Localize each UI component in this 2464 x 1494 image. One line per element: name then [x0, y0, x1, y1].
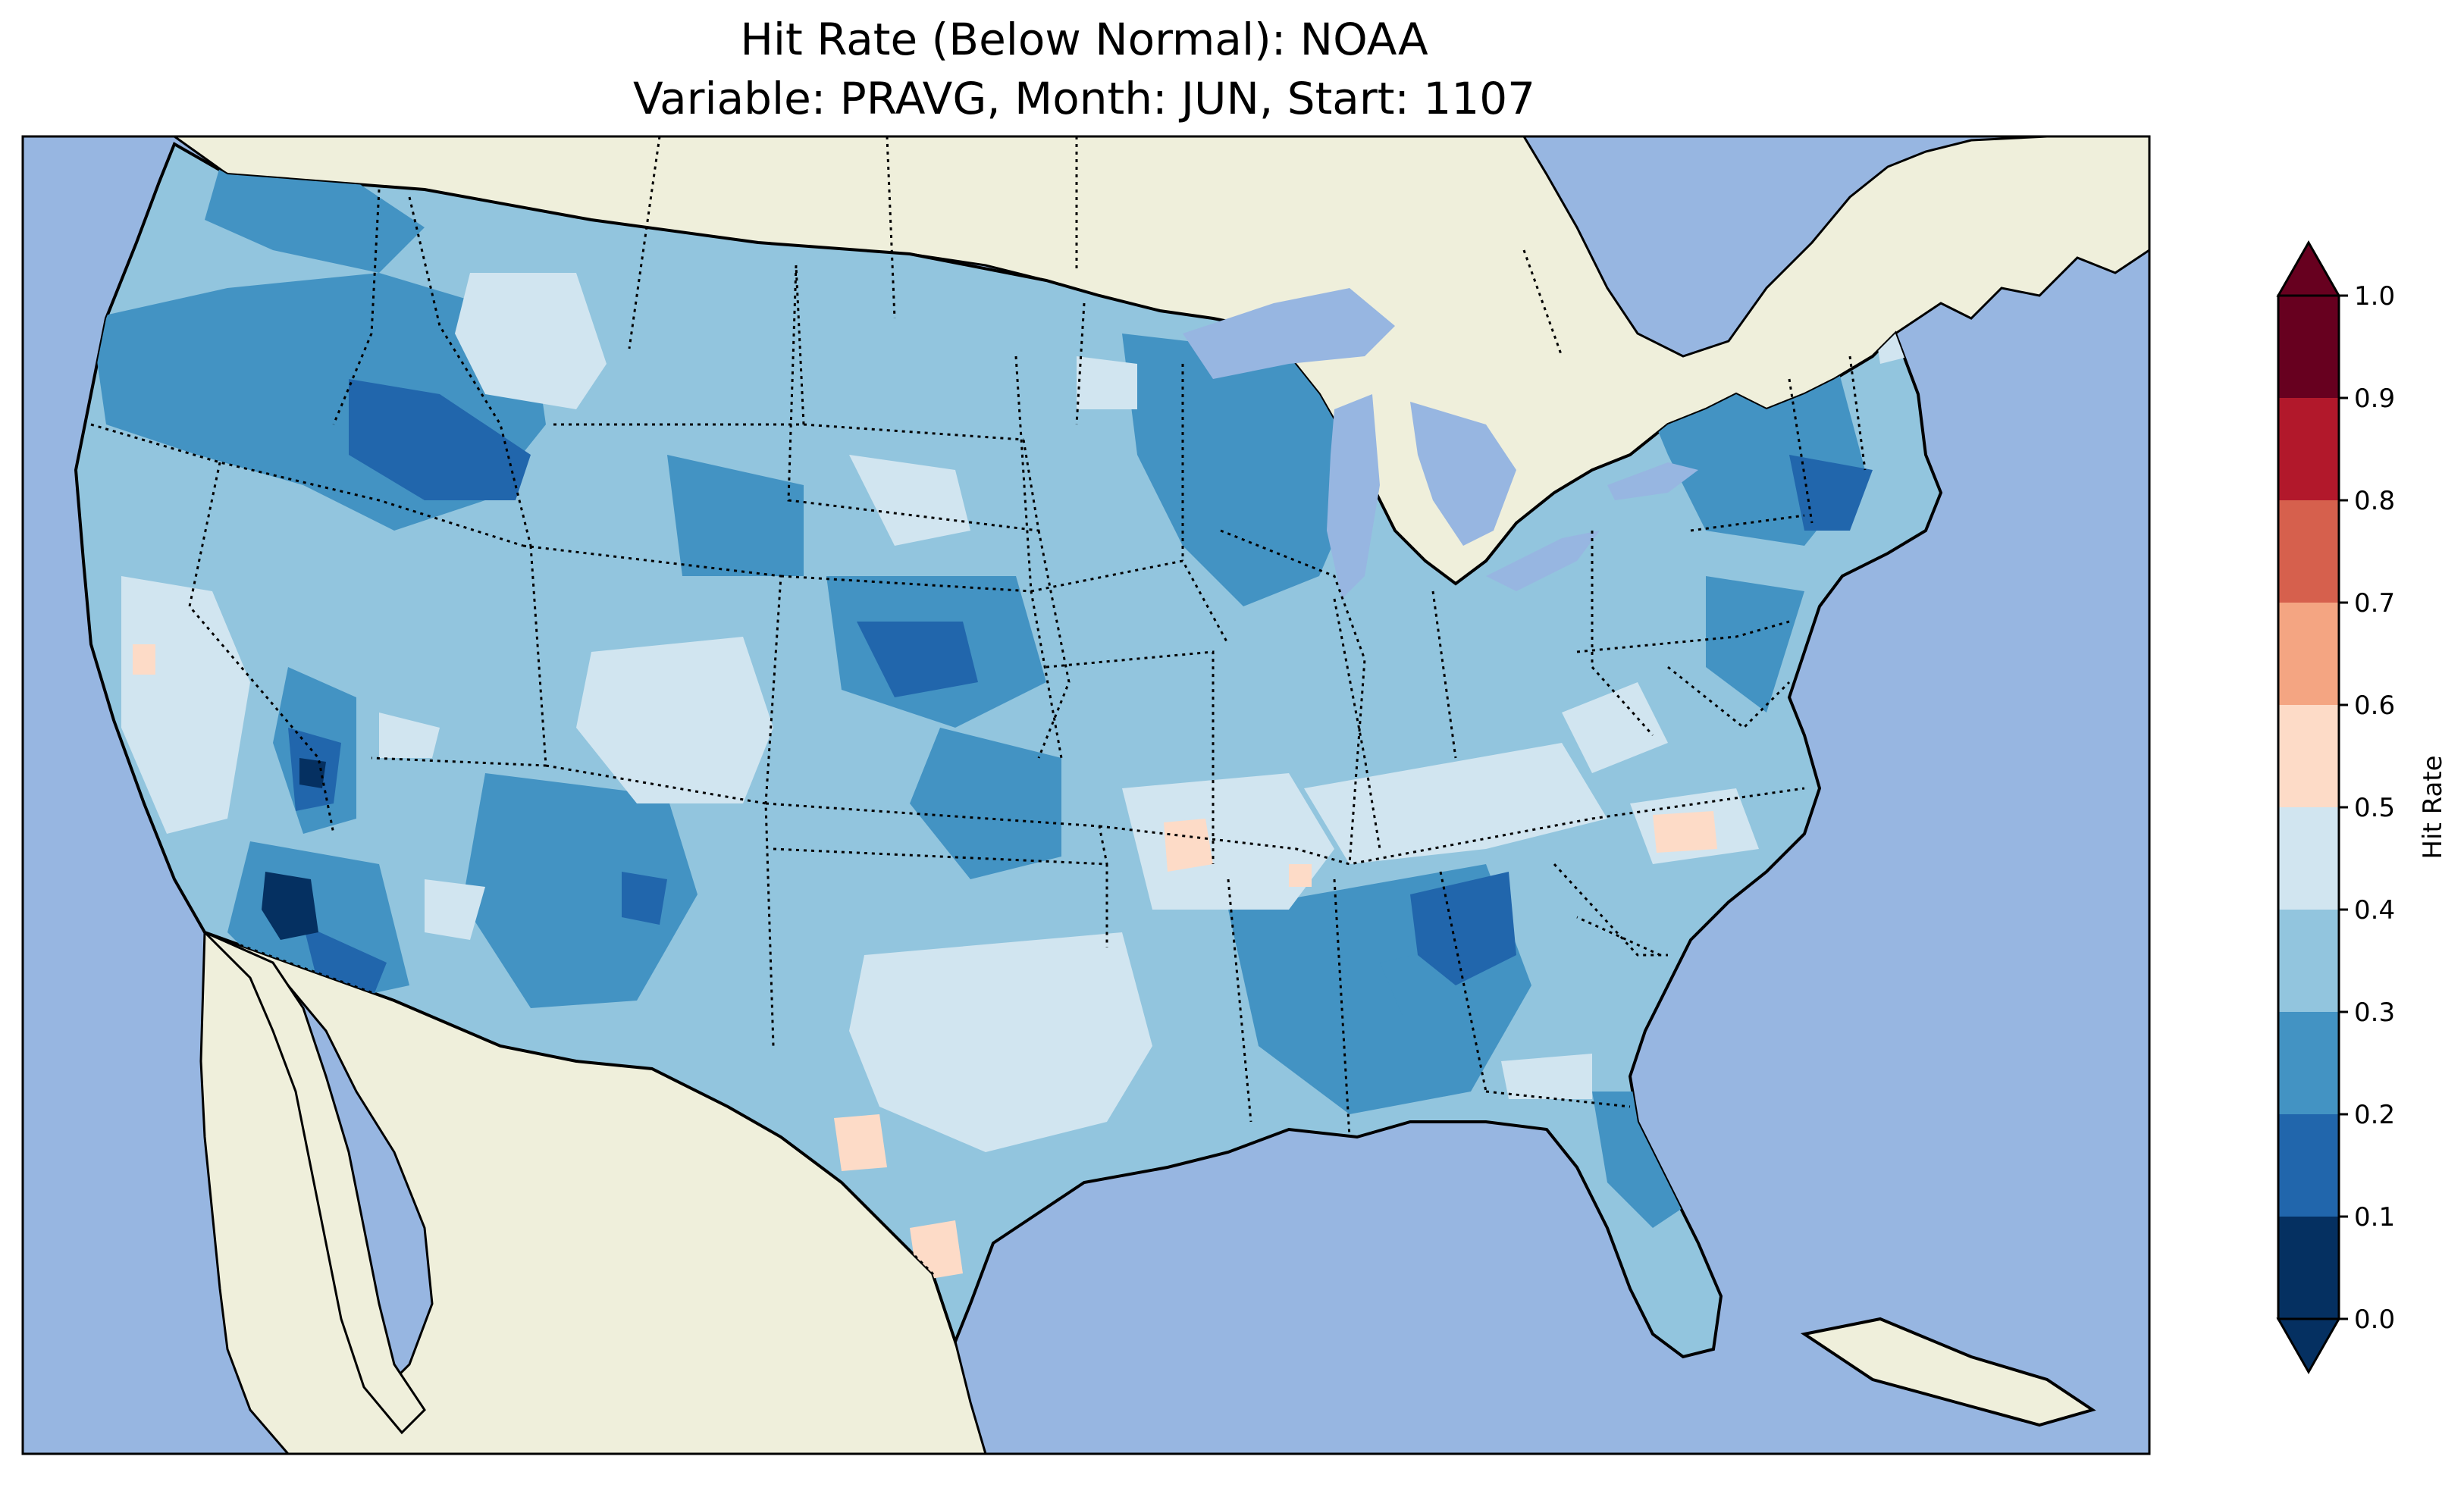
- colorbar-tick-label: 0.4: [2354, 895, 2395, 926]
- colorbar-bin-7: [2278, 500, 2339, 603]
- bin-0.4-0.5: [121, 212, 1941, 1152]
- colorbar-tick-label: 0.5: [2354, 793, 2395, 823]
- hit-rate-field: [91, 167, 1941, 1281]
- colorbar: 0.0 0.1 0.2 0.3 0.4 0.5 0.6 0.7 0.8 0.9 1.0 Hit Ra…: [2276, 240, 2448, 1375]
- colorbar-bin-9: [2278, 296, 2339, 398]
- colorbar-tick-label: 0.9: [2354, 384, 2395, 414]
- lake-erie: [1486, 531, 1600, 591]
- colorbar-under-arrow: [2276, 1317, 2341, 1375]
- colorbar-bin-8: [2278, 398, 2339, 500]
- colorbar-tick-label: 0.6: [2354, 691, 2395, 721]
- colorbar-tick-label: 0.3: [2354, 998, 2395, 1028]
- colorbar-bin-3: [2278, 910, 2339, 1012]
- map-panel: [23, 136, 2149, 1454]
- colorbar-bin-0: [2278, 1217, 2339, 1319]
- colorbar-tick-label: 0.0: [2354, 1305, 2395, 1335]
- land-cuba: [1800, 1317, 2096, 1427]
- colorbar-bin-2: [2278, 1012, 2339, 1114]
- lake-michigan: [1327, 394, 1380, 599]
- colorbar-bin-5: [2278, 705, 2339, 807]
- colorbar-tick-label: 0.8: [2354, 486, 2395, 516]
- colorbar-bin-1: [2278, 1114, 2339, 1217]
- colorbar-label: Hit Rate: [2418, 755, 2448, 859]
- land-baja: [203, 931, 426, 1435]
- lake-superior: [1183, 288, 1395, 379]
- map-frame: [21, 135, 2151, 1455]
- colorbar-tick-label: 0.2: [2354, 1100, 2395, 1130]
- lake-huron: [1410, 402, 1516, 546]
- colorbar-tick-label: 0.7: [2354, 588, 2395, 619]
- colorbar-bin-6: [2278, 603, 2339, 705]
- great-lakes: [1183, 288, 1698, 599]
- map-subtitle: Variable: PRAVG, Month: JUN, Start: 1107: [633, 73, 1535, 124]
- colorbar-over-arrow: [2276, 240, 2341, 297]
- state-borders: [90, 136, 1867, 1138]
- bin-0.0-0.1: [262, 758, 326, 940]
- map-title: Hit Rate (Below Normal): NOAA: [740, 14, 1428, 65]
- colorbar-tick-label: 0.1: [2354, 1202, 2395, 1232]
- colorbar-tick-label: 1.0: [2354, 281, 2395, 312]
- lake-ontario: [1607, 462, 1698, 500]
- colorbar-bin-4: [2278, 807, 2339, 910]
- us-mexico-border: [204, 931, 957, 1342]
